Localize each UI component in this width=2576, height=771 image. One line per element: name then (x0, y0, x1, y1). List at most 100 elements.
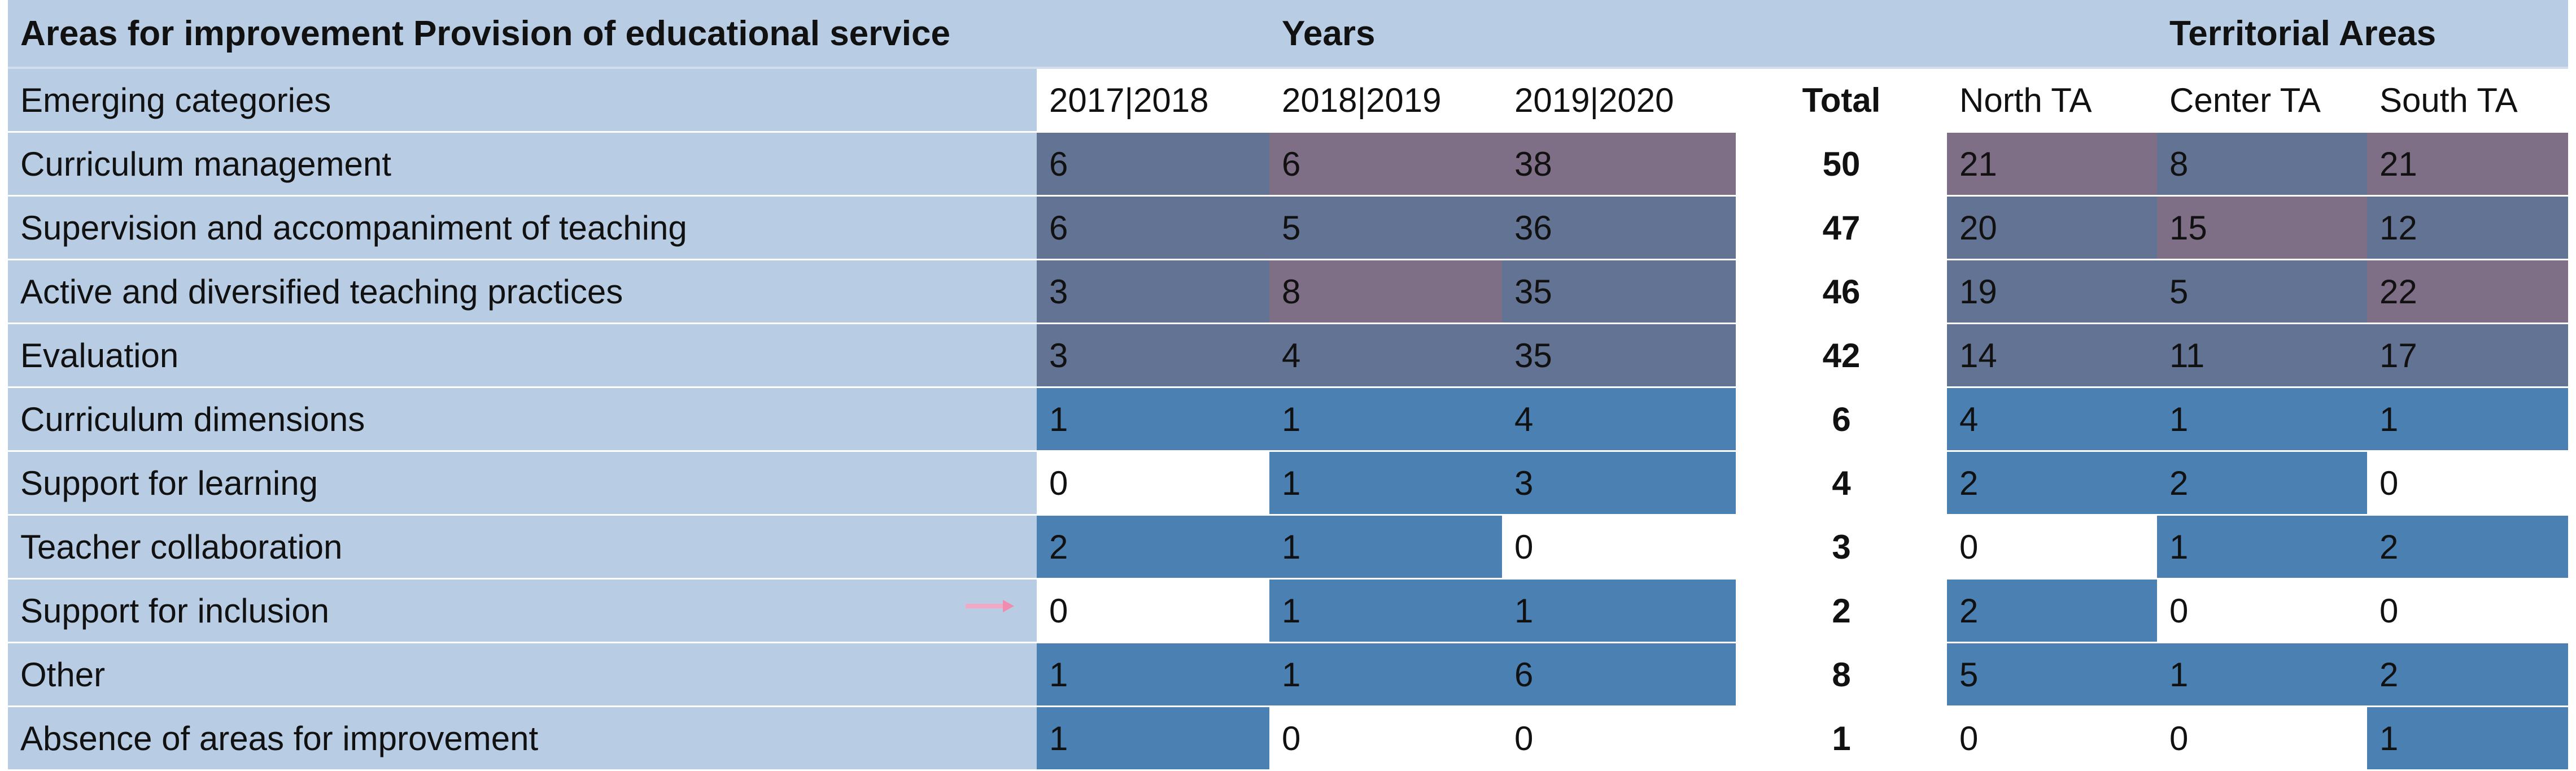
value-cell: 3 (1037, 323, 1269, 388)
value-cell: 11 (2157, 323, 2367, 388)
total-cell: 3 (1736, 515, 1947, 580)
value-cell: 14 (1947, 323, 2157, 388)
value-cell: 1 (1269, 515, 1502, 580)
col-header-south-ta: South TA (2367, 68, 2568, 133)
table-row: Support for learning 0 1 3 4 2 2 0 (8, 451, 2568, 516)
value-cell: 2 (1947, 451, 2157, 516)
category-label: Teacher collaboration (8, 515, 1037, 580)
value-cell: 22 (2367, 259, 2568, 324)
value-cell: 1 (1269, 451, 1502, 516)
value-cell: 0 (1502, 515, 1736, 580)
header-row-1: Areas for improvement Provision of educa… (8, 0, 2568, 69)
value-cell: 3 (1502, 451, 1736, 516)
value-cell: 38 (1502, 132, 1736, 197)
total-cell: 47 (1736, 195, 1947, 260)
value-cell: 1 (1502, 578, 1736, 643)
value-cell: 1 (2157, 387, 2367, 452)
table-row: Curriculum dimensions 1 1 4 6 4 1 1 (8, 387, 2568, 452)
category-label: Curriculum management (8, 132, 1037, 197)
value-cell: 2 (1037, 515, 1269, 580)
value-cell: 8 (2157, 132, 2367, 197)
value-cell: 0 (1947, 515, 2157, 580)
table-title: Areas for improvement Provision of educa… (8, 0, 1037, 69)
value-cell: 8 (1269, 259, 1502, 324)
total-cell: 1 (1736, 706, 1947, 771)
value-cell: 2 (2157, 451, 2367, 516)
total-cell: 42 (1736, 323, 1947, 388)
territorial-areas-header: Territorial Areas (2157, 0, 2568, 69)
total-cell: 4 (1736, 451, 1947, 516)
value-cell: 35 (1502, 323, 1736, 388)
category-label: Absence of areas for improvement (8, 706, 1037, 771)
value-cell: 5 (1947, 642, 2157, 707)
years-header: Years (1269, 0, 1502, 69)
value-cell: 1 (1269, 387, 1502, 452)
value-cell: 12 (2367, 195, 2568, 260)
value-cell: 1 (1269, 642, 1502, 707)
pointer-arrow-icon (966, 600, 1014, 612)
table-row: Absence of areas for improvement 1 0 0 1 0 0 1 (8, 706, 2568, 771)
category-label: Supervision and accompaniment of teachin… (8, 195, 1037, 260)
value-cell: 36 (1502, 195, 1736, 260)
table-row: Active and diversified teaching practice… (8, 259, 2568, 324)
table-row: Supervision and accompaniment of teachin… (8, 195, 2568, 260)
header-row-2: Emerging categories 2017|2018 2018|2019 … (8, 68, 2568, 133)
value-cell: 6 (1037, 132, 1269, 197)
value-cell: 5 (1269, 195, 1502, 260)
value-cell: 4 (1269, 323, 1502, 388)
total-cell: 2 (1736, 578, 1947, 643)
category-label: Evaluation (8, 323, 1037, 388)
value-cell: 0 (1947, 706, 2157, 771)
emerging-categories-header: Emerging categories (8, 68, 1037, 133)
category-label: Other (8, 642, 1037, 707)
value-cell: 6 (1502, 642, 1736, 707)
value-cell: 1 (2157, 515, 2367, 580)
col-header-north-ta: North TA (1947, 68, 2157, 133)
col-header-2018-2019: 2018|2019 (1269, 68, 1502, 133)
value-cell: 1 (1037, 387, 1269, 452)
value-cell: 19 (1947, 259, 2157, 324)
value-cell: 1 (1037, 706, 1269, 771)
value-cell: 5 (2157, 259, 2367, 324)
value-cell: 0 (2157, 578, 2367, 643)
value-cell: 1 (2367, 387, 2568, 452)
value-cell: 15 (2157, 195, 2367, 260)
total-cell: 50 (1736, 132, 1947, 197)
value-cell: 0 (1502, 706, 1736, 771)
value-cell: 0 (1037, 451, 1269, 516)
value-cell: 2 (2367, 515, 2568, 580)
category-label: Support for learning (8, 451, 1037, 516)
table-row: Evaluation 3 4 35 42 14 11 17 (8, 323, 2568, 388)
category-label: Curriculum dimensions (8, 387, 1037, 452)
value-cell: 4 (1502, 387, 1736, 452)
total-cell: 6 (1736, 387, 1947, 452)
table-row: Support for inclusion 0 1 1 2 2 0 0 (8, 578, 2568, 643)
value-cell: 1 (2367, 706, 2568, 771)
value-cell: 2 (2367, 642, 2568, 707)
value-cell: 0 (2157, 706, 2367, 771)
value-cell: 1 (1037, 642, 1269, 707)
value-cell: 0 (1037, 578, 1269, 643)
col-header-total: Total (1736, 68, 1947, 133)
table-row: Teacher collaboration 2 1 0 3 0 1 2 (8, 515, 2568, 580)
category-label: Active and diversified teaching practice… (8, 259, 1037, 324)
value-cell: 4 (1947, 387, 2157, 452)
value-cell: 1 (2157, 642, 2367, 707)
value-cell: 21 (1947, 132, 2157, 197)
value-cell: 17 (2367, 323, 2568, 388)
value-cell: 0 (2367, 578, 2568, 643)
improvement-areas-table: Areas for improvement Provision of educa… (8, 0, 2568, 771)
value-cell: 0 (2367, 451, 2568, 516)
value-cell: 6 (1037, 195, 1269, 260)
value-cell: 35 (1502, 259, 1736, 324)
value-cell: 0 (1269, 706, 1502, 771)
col-header-2017-2018: 2017|2018 (1037, 68, 1269, 133)
col-header-2019-2020: 2019|2020 (1502, 68, 1736, 133)
col-header-center-ta: Center TA (2157, 68, 2367, 133)
table-row: Other 1 1 6 8 5 1 2 (8, 642, 2568, 707)
value-cell: 1 (1269, 578, 1502, 643)
category-label: Support for inclusion (8, 578, 1037, 643)
value-cell: 3 (1037, 259, 1269, 324)
table-row: Curriculum management 6 6 38 50 21 8 21 (8, 132, 2568, 197)
value-cell: 20 (1947, 195, 2157, 260)
